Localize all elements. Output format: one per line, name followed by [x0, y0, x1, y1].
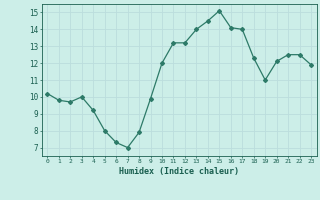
X-axis label: Humidex (Indice chaleur): Humidex (Indice chaleur) [119, 167, 239, 176]
